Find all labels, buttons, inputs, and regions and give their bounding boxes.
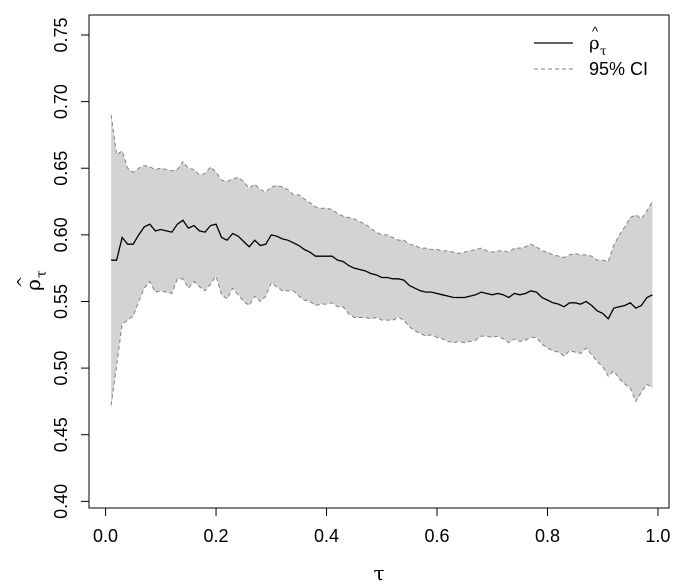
- x-tick-label: 0.2: [204, 526, 229, 546]
- y-tick-label: 0.70: [51, 84, 71, 119]
- y-tick-label: 0.55: [51, 284, 71, 319]
- legend-estimate-subscript: τ: [600, 44, 607, 58]
- y-axis-title-rho: ρ: [21, 279, 45, 291]
- plot-layer: [110, 114, 653, 406]
- y-tick-label: 0.50: [51, 351, 71, 386]
- x-axis-title: τ: [373, 561, 384, 585]
- y-axis-title-subscript: τ: [34, 270, 50, 278]
- y-tick-label: 0.65: [51, 151, 71, 186]
- y-tick-label: 0.40: [51, 484, 71, 519]
- ci-lower-line: [110, 275, 653, 406]
- legend: ^ ρ τ 95% CI: [534, 24, 648, 79]
- y-tick-label: 0.45: [51, 417, 71, 452]
- ci-band: [111, 114, 653, 406]
- y-tick-label: 0.75: [51, 17, 71, 52]
- y-axis: 0.40 0.45 0.50 0.55 0.60 0.65 0.70 0.75: [51, 17, 90, 519]
- y-axis-title-hat: ^: [14, 276, 32, 289]
- x-tick-label: 0.0: [93, 526, 118, 546]
- x-tick-label: 0.6: [424, 526, 449, 546]
- x-tick-label: 1.0: [645, 526, 670, 546]
- legend-estimate-hat: ^: [592, 24, 599, 39]
- y-tick-label: 0.60: [51, 217, 71, 252]
- x-tick-label: 0.8: [535, 526, 560, 546]
- x-axis: 0.0 0.2 0.4 0.6 0.8 1.0: [93, 507, 670, 546]
- x-tick-label: 0.4: [314, 526, 339, 546]
- estimate-line: [111, 219, 653, 320]
- legend-ci-label: 95% CI: [589, 59, 648, 79]
- legend-estimate-rho: ρ: [589, 33, 600, 54]
- y-axis-title: ^ ρ τ: [14, 270, 50, 291]
